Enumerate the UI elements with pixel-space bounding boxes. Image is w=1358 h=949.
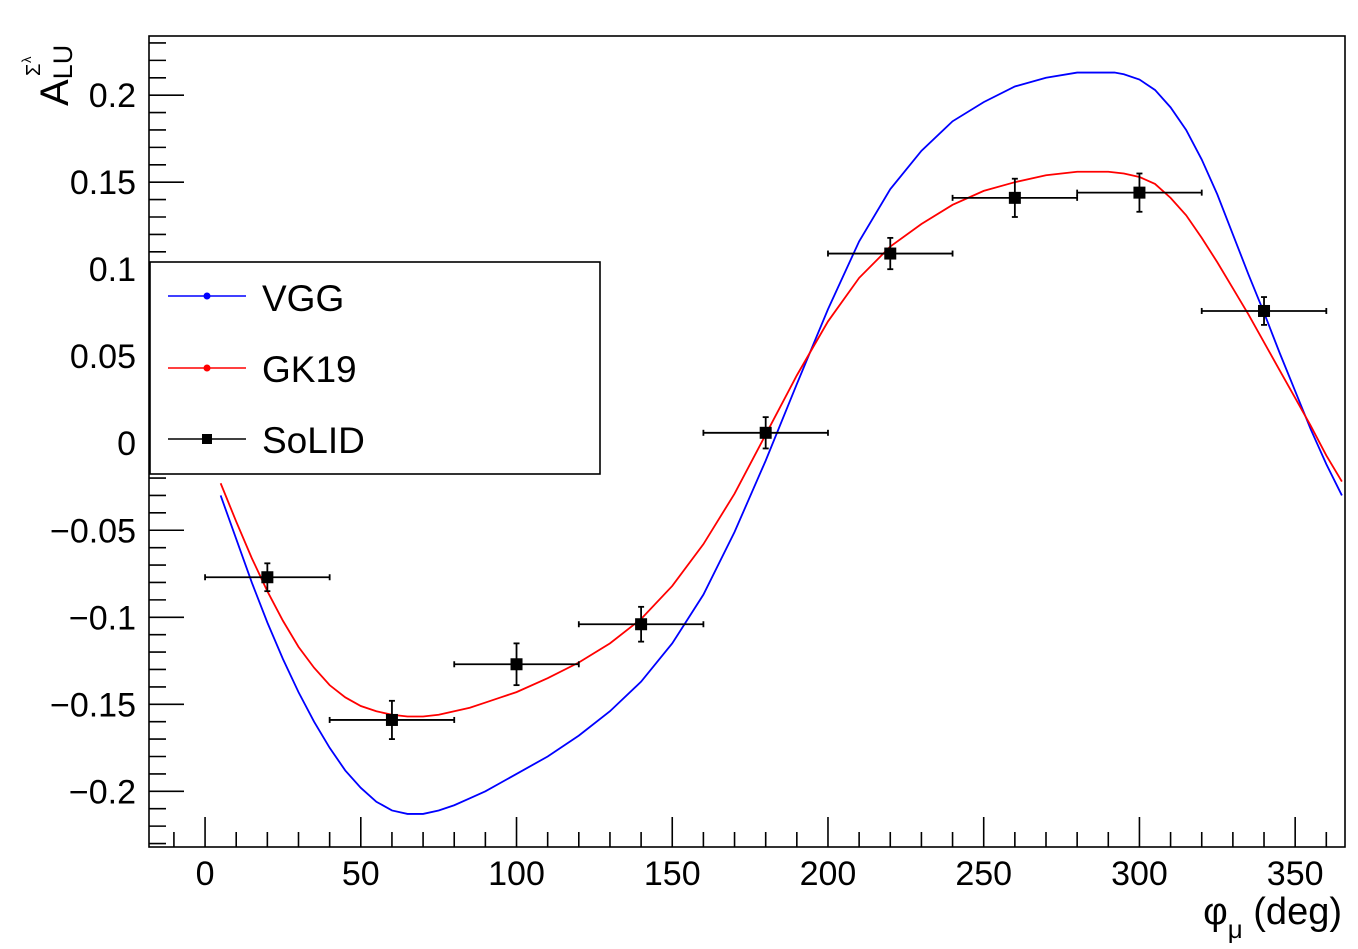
svg-text:ALU: ALU	[33, 45, 78, 106]
x-axis-ticks: 0 50 100 150 200 250 300 350	[173, 817, 1328, 893]
data-point	[702, 416, 829, 450]
legend-item-vgg: VGG	[168, 278, 344, 319]
point-marker	[385, 713, 398, 726]
point-marker	[635, 618, 648, 631]
y-tick-label-neg0p05: −0.05	[50, 512, 136, 550]
x-axis-label-suffix: (deg)	[1243, 891, 1342, 933]
x-tick-label-350: 350	[1267, 855, 1324, 893]
data-point	[204, 562, 331, 593]
data-point	[1076, 172, 1203, 213]
x-tick-label-250: 250	[955, 855, 1012, 893]
legend-item-gk19: GK19	[168, 349, 357, 390]
curves-layer	[219, 71, 1343, 815]
point-marker	[510, 658, 523, 671]
legend: VGG GK19 SoLID	[149, 261, 601, 475]
legend-vgg-marker	[203, 292, 211, 300]
x-tick-label-100: 100	[488, 855, 545, 893]
data-point	[1200, 296, 1328, 326]
data-point	[577, 605, 705, 643]
y-tick-label-0: 0	[117, 425, 136, 463]
y-tick-label-neg0p1: −0.1	[69, 599, 136, 637]
y-tick-label-0p05: 0.05	[70, 338, 136, 376]
y-axis-ticks: −0.2 −0.15 −0.1 −0.05 0 0.05 0.1 0.15 0.2	[50, 42, 184, 845]
legend-gk19-label: GK19	[262, 349, 357, 390]
y-axis-label-sup: Σ	[23, 64, 45, 76]
x-tick-label-50: 50	[342, 855, 380, 893]
data-point	[827, 236, 954, 271]
x-axis-label-sub: μ	[1228, 914, 1243, 944]
legend-gk19-marker	[203, 364, 211, 372]
point-marker	[261, 571, 274, 584]
x-axis-label-main: φ	[1203, 891, 1228, 933]
y-axis-label: ALU Σ λ	[19, 45, 78, 106]
x-axis-label: φμ (deg)	[1203, 891, 1342, 944]
point-marker	[1258, 304, 1271, 317]
y-tick-label-0p2: 0.2	[89, 77, 136, 115]
y-axis-label-sub: LU	[48, 45, 78, 80]
legend-vgg-label: VGG	[262, 278, 344, 319]
point-marker	[759, 426, 772, 439]
y-tick-label-0p15: 0.15	[70, 164, 136, 202]
y-tick-label-neg0p2: −0.2	[69, 773, 136, 811]
data-point	[951, 177, 1079, 218]
point-marker	[884, 247, 897, 260]
legend-solid-label: SoLID	[262, 420, 365, 461]
legend-solid-marker	[202, 434, 212, 444]
x-tick-label-0: 0	[196, 855, 215, 893]
y-tick-label-neg0p15: −0.15	[50, 686, 136, 724]
y-axis-label-supsup: λ	[19, 56, 34, 63]
curve-vgg	[219, 71, 1343, 815]
plot-frame	[148, 35, 1346, 848]
x-tick-label-200: 200	[800, 855, 857, 893]
points-layer	[204, 172, 1328, 740]
data-point	[328, 699, 456, 740]
point-marker	[1133, 186, 1146, 199]
y-axis-label-main: A	[33, 79, 77, 106]
point-marker	[1008, 191, 1021, 204]
x-tick-label-300: 300	[1111, 855, 1168, 893]
data-point	[453, 642, 580, 687]
curve-gk19	[219, 170, 1343, 718]
legend-item-solid: SoLID	[168, 420, 365, 461]
y-tick-label-0p1: 0.1	[89, 251, 136, 289]
x-tick-label-150: 150	[644, 855, 701, 893]
